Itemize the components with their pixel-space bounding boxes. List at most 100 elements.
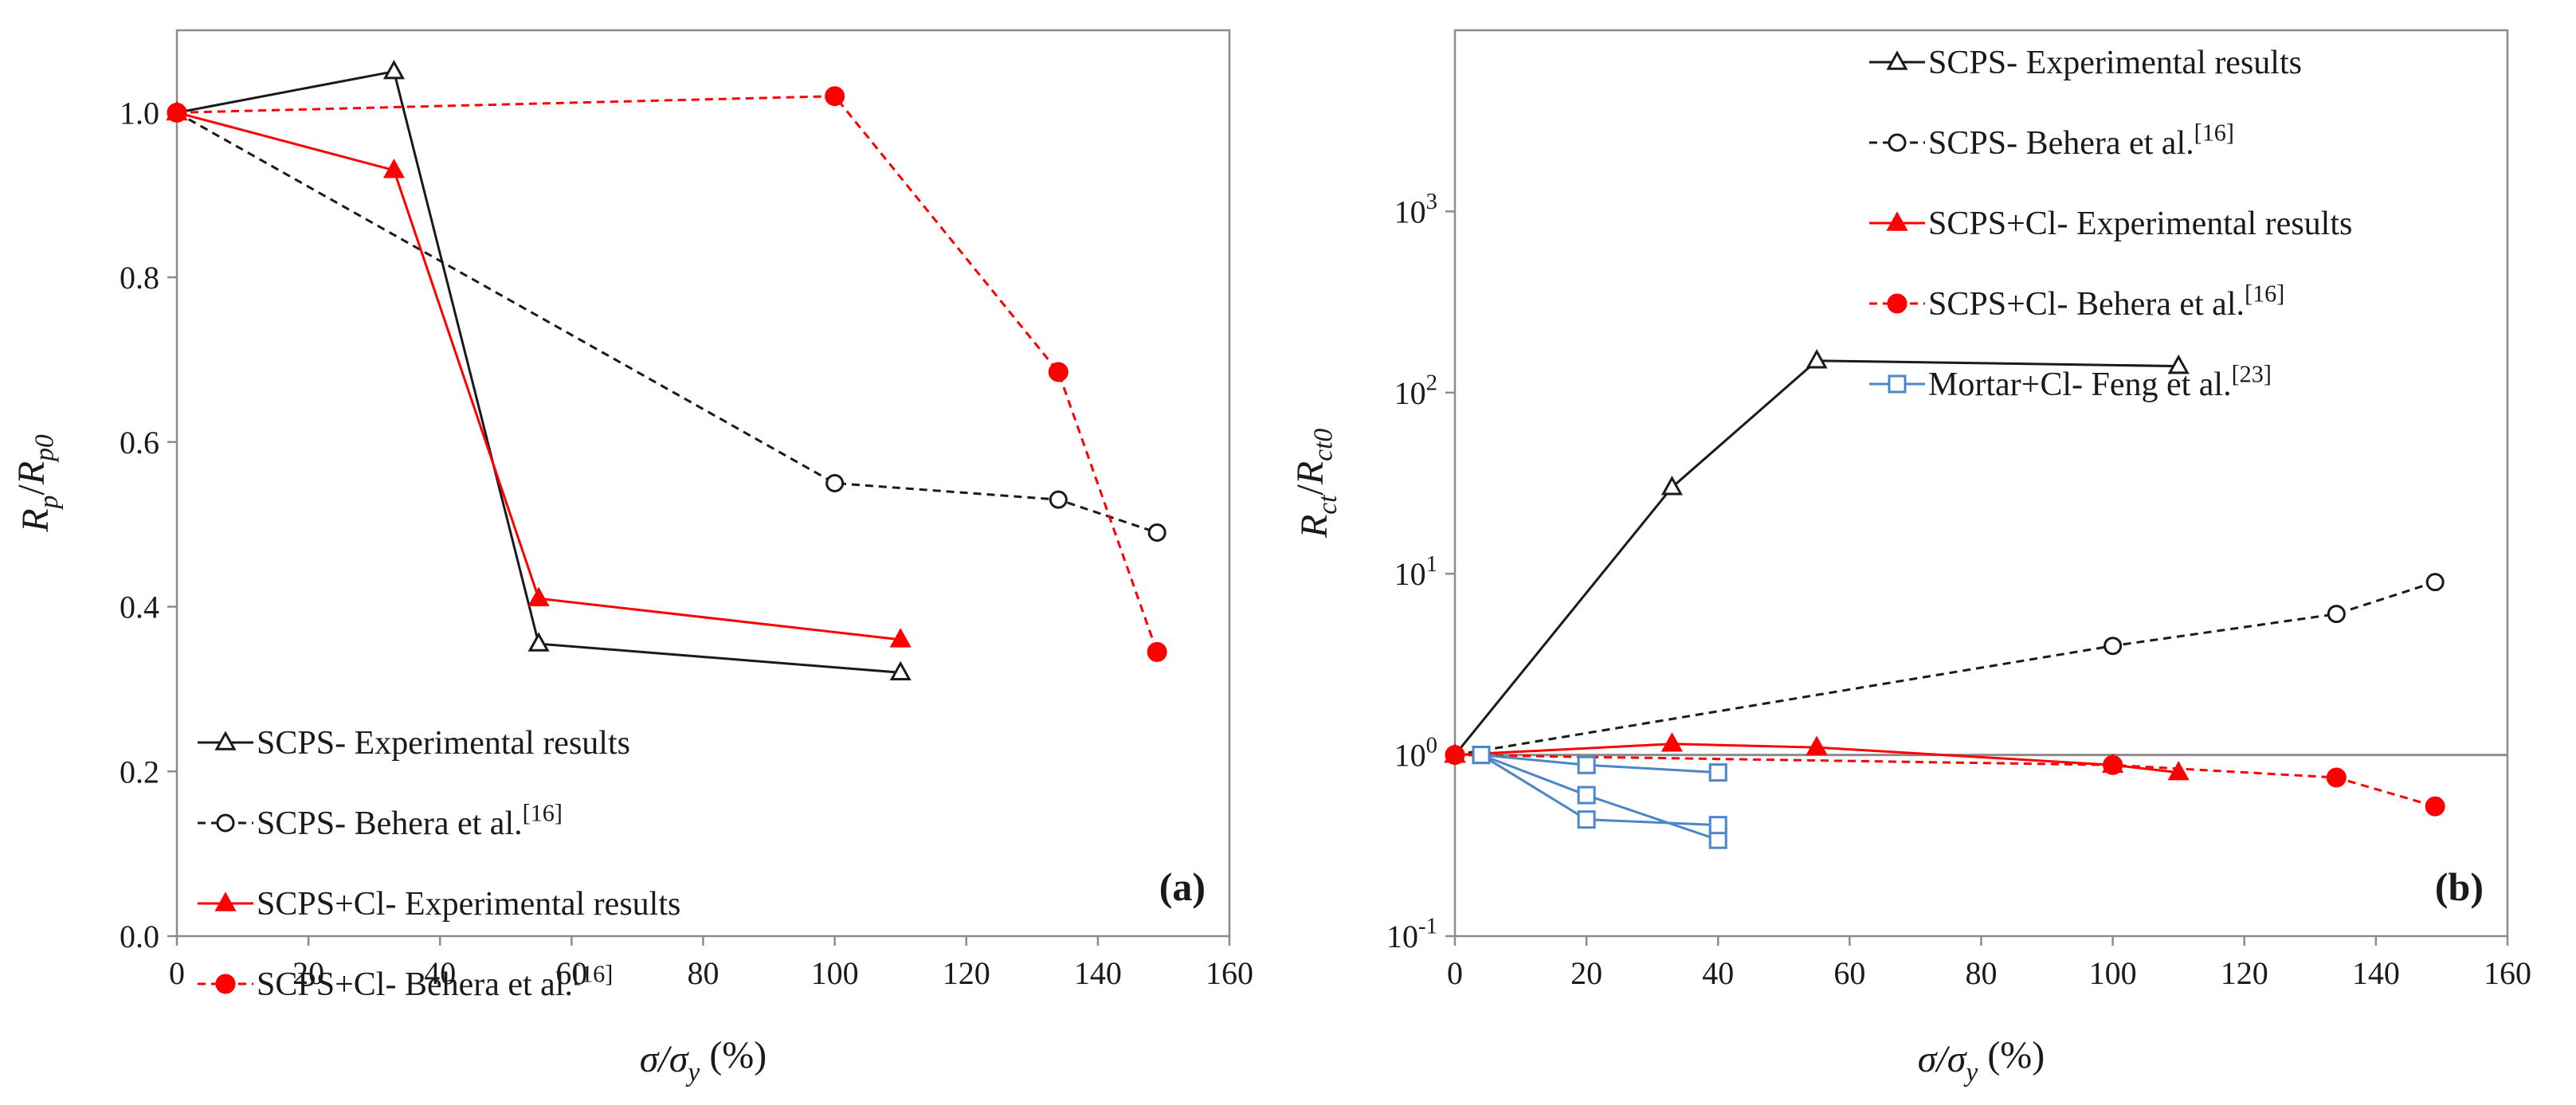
y-tick-label: 102 bbox=[1394, 370, 1437, 411]
series-line bbox=[176, 69, 901, 674]
series-line bbox=[1453, 359, 2179, 756]
legend-label: SCPS- Experimental results bbox=[1928, 45, 2302, 81]
y-tick-label: 0.0 bbox=[120, 919, 159, 954]
y-tick-label: 0.2 bbox=[120, 754, 159, 790]
legend-label: SCPS+Cl- Behera et al.[16] bbox=[257, 960, 613, 1003]
x-tick-label: 20 bbox=[292, 955, 324, 991]
x-tick-label: 80 bbox=[1966, 955, 1998, 991]
x-tick-label: 100 bbox=[811, 955, 859, 991]
series-line bbox=[176, 112, 1158, 534]
panel-label: (a) bbox=[1159, 864, 1206, 909]
legend-label: SCPS+Cl- Behera et al.[16] bbox=[1928, 280, 2284, 323]
data-point bbox=[2167, 354, 2190, 374]
legend-marker bbox=[214, 731, 237, 750]
x-tick-label: 40 bbox=[424, 955, 456, 991]
data-point bbox=[1660, 732, 1684, 752]
legend-marker bbox=[1886, 211, 1908, 231]
y-axis-label: Rct/Rct0 bbox=[1289, 429, 1343, 539]
x-tick-label: 160 bbox=[2484, 955, 2531, 991]
x-tick-label: 100 bbox=[2089, 955, 2137, 991]
y-axis-label: Rp/Rp0 bbox=[10, 434, 64, 533]
legend: SCPS- Experimental results SCPS- Behera e… bbox=[1869, 45, 2352, 403]
data-point bbox=[1577, 810, 1596, 829]
data-point bbox=[527, 586, 550, 606]
series-line bbox=[1454, 754, 2436, 808]
x-tick-label: 120 bbox=[2221, 955, 2268, 991]
x-tick-label: 140 bbox=[1074, 955, 1122, 991]
legend-label: Mortar+Cl- Feng et al.[23] bbox=[1928, 360, 2272, 403]
legend-marker bbox=[1886, 50, 1908, 70]
legend-marker bbox=[215, 974, 236, 994]
data-point bbox=[825, 474, 845, 492]
data-point bbox=[2104, 637, 2123, 656]
legend-marker bbox=[214, 891, 237, 911]
legend: SCPS- Experimental results SCPS- Behera e… bbox=[198, 725, 680, 1003]
chart-panel-b: 0 20 40 60 80 100 120 140 160 10-1 100 101 102 103 σ/σ… bbox=[1289, 29, 2531, 1087]
data-point bbox=[889, 628, 912, 648]
series-4 bbox=[1472, 746, 1727, 849]
x-axis-label: σ/σy (%) bbox=[640, 1034, 767, 1087]
series-1 bbox=[167, 103, 1166, 543]
x-tick-label: 120 bbox=[943, 955, 990, 991]
data-point bbox=[2167, 760, 2190, 781]
data-point bbox=[1445, 745, 1465, 766]
data-point bbox=[527, 632, 550, 652]
x-tick-label: 60 bbox=[555, 955, 587, 991]
data-point bbox=[167, 102, 187, 123]
legend-label: SCPS- Behera et al.[16] bbox=[257, 799, 563, 842]
legend-label: SCPS- Behera et al.[16] bbox=[1928, 119, 2234, 162]
x-tick-label: 20 bbox=[1570, 955, 1602, 991]
data-point bbox=[1806, 735, 1828, 755]
panel-label: (b) bbox=[2435, 864, 2484, 909]
y-tick-label: 0.6 bbox=[120, 425, 159, 460]
legend-marker bbox=[1887, 293, 1907, 314]
y-tick-label: 10-1 bbox=[1386, 914, 1437, 954]
data-point bbox=[2327, 605, 2346, 624]
data-point bbox=[1708, 763, 1727, 782]
y-tick-label: 101 bbox=[1394, 551, 1437, 592]
series-1 bbox=[1445, 573, 2445, 765]
data-point bbox=[825, 86, 845, 107]
x-tick-label: 40 bbox=[1702, 955, 1734, 991]
chart-panel-a: 0 20 40 60 80 100 120 140 160 0.0 0.2 0.4 0.6 0.8 1.0 σ… bbox=[10, 29, 1253, 1087]
x-tick-label: 80 bbox=[688, 955, 719, 991]
data-point bbox=[2103, 754, 2123, 775]
x-tick-label: 0 bbox=[169, 955, 185, 991]
legend-label: SCPS+Cl- Experimental results bbox=[257, 886, 680, 923]
data-point bbox=[1147, 641, 1167, 662]
legend-label: SCPS+Cl- Experimental results bbox=[1928, 206, 2352, 242]
series-3 bbox=[167, 86, 1167, 662]
x-tick-label: 160 bbox=[1206, 955, 1253, 991]
x-axis-label: σ/σy (%) bbox=[1918, 1034, 2045, 1087]
legend-marker bbox=[1888, 133, 1907, 152]
data-point bbox=[1806, 349, 1828, 369]
x-tick-label: 60 bbox=[1833, 955, 1865, 991]
legend-marker bbox=[1888, 374, 1907, 394]
data-point bbox=[2425, 573, 2445, 592]
data-point bbox=[889, 660, 912, 680]
y-tick-label: 1.0 bbox=[120, 95, 159, 131]
x-tick-label: 0 bbox=[1447, 955, 1463, 991]
legend-label: SCPS- Experimental results bbox=[257, 725, 630, 762]
data-point bbox=[1577, 755, 1596, 774]
plot-frame bbox=[175, 29, 1231, 938]
x-tick-label: 140 bbox=[2352, 955, 2400, 991]
series-line bbox=[1454, 581, 2436, 757]
data-point bbox=[382, 159, 406, 178]
series-line bbox=[176, 111, 901, 641]
y-tick-label: 0.8 bbox=[120, 260, 159, 296]
data-point bbox=[2425, 796, 2445, 817]
y-tick-label: 0.4 bbox=[120, 590, 159, 625]
data-point bbox=[382, 60, 406, 80]
y-tick-label: 100 bbox=[1394, 732, 1437, 773]
series-line bbox=[1480, 754, 1719, 841]
series-3 bbox=[1445, 745, 2445, 817]
plot-frame bbox=[1453, 29, 2509, 938]
y-tick-label: 103 bbox=[1394, 189, 1437, 229]
series-line bbox=[176, 95, 1159, 652]
legend-marker bbox=[216, 813, 235, 833]
data-point bbox=[2326, 767, 2347, 788]
series-0 bbox=[1444, 349, 2190, 763]
series-2 bbox=[166, 100, 912, 648]
